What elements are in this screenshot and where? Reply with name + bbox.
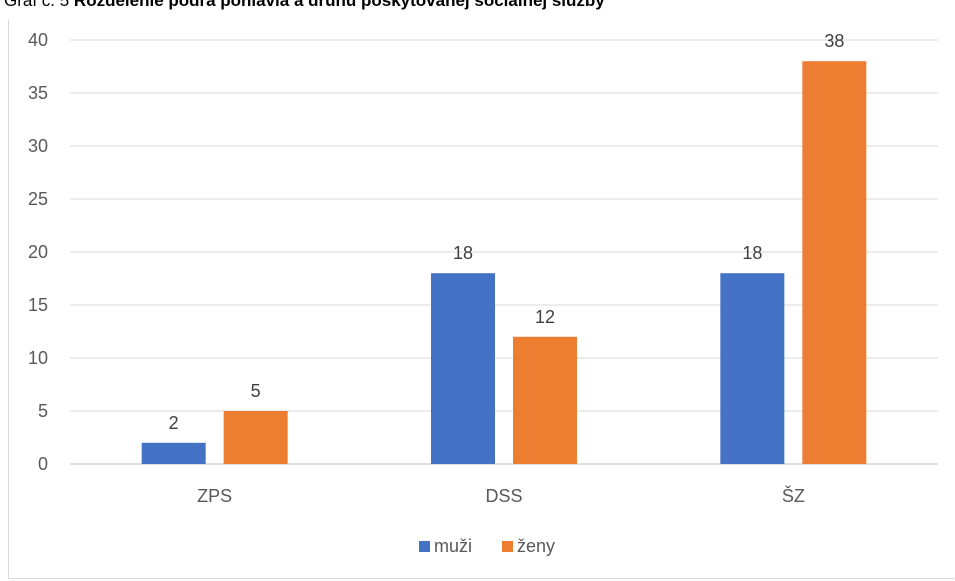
- x-tick-label: ŠZ: [782, 485, 805, 506]
- legend-swatch: [419, 541, 430, 552]
- data-label: 18: [742, 243, 762, 263]
- bar: [223, 411, 288, 464]
- legend-label: ženy: [517, 536, 555, 556]
- caption-prefix: Graf č. 5: [4, 0, 70, 10]
- data-label: 2: [169, 413, 179, 433]
- data-label: 5: [251, 381, 261, 401]
- legend-label: muži: [434, 536, 472, 556]
- bar: [720, 273, 785, 464]
- data-label: 18: [453, 243, 473, 263]
- data-label: 12: [535, 307, 555, 327]
- y-tick-label: 30: [28, 136, 48, 156]
- chart-caption: Graf č. 5 Rozdelenie podľa pohlavia a dr…: [4, 0, 605, 11]
- x-tick-label: ZPS: [197, 486, 232, 506]
- y-tick-label: 25: [28, 189, 48, 209]
- y-tick-label: 0: [38, 454, 48, 474]
- y-tick-label: 10: [28, 348, 48, 368]
- y-tick-label: 15: [28, 295, 48, 315]
- y-tick-label: 20: [28, 242, 48, 262]
- chart-frame: [8, 20, 954, 579]
- x-tick-label: DSS: [485, 486, 522, 506]
- bar: [802, 61, 867, 464]
- bar: [141, 442, 206, 464]
- bar: [431, 273, 495, 464]
- bar: [513, 336, 577, 464]
- y-tick-label: 40: [28, 30, 48, 50]
- y-tick-label: 35: [28, 83, 48, 103]
- caption-title: Rozdelenie podľa pohlavia a druhu poskyt…: [73, 0, 605, 10]
- data-label: 38: [824, 31, 844, 51]
- legend-swatch: [502, 541, 513, 552]
- y-tick-label: 5: [38, 401, 48, 421]
